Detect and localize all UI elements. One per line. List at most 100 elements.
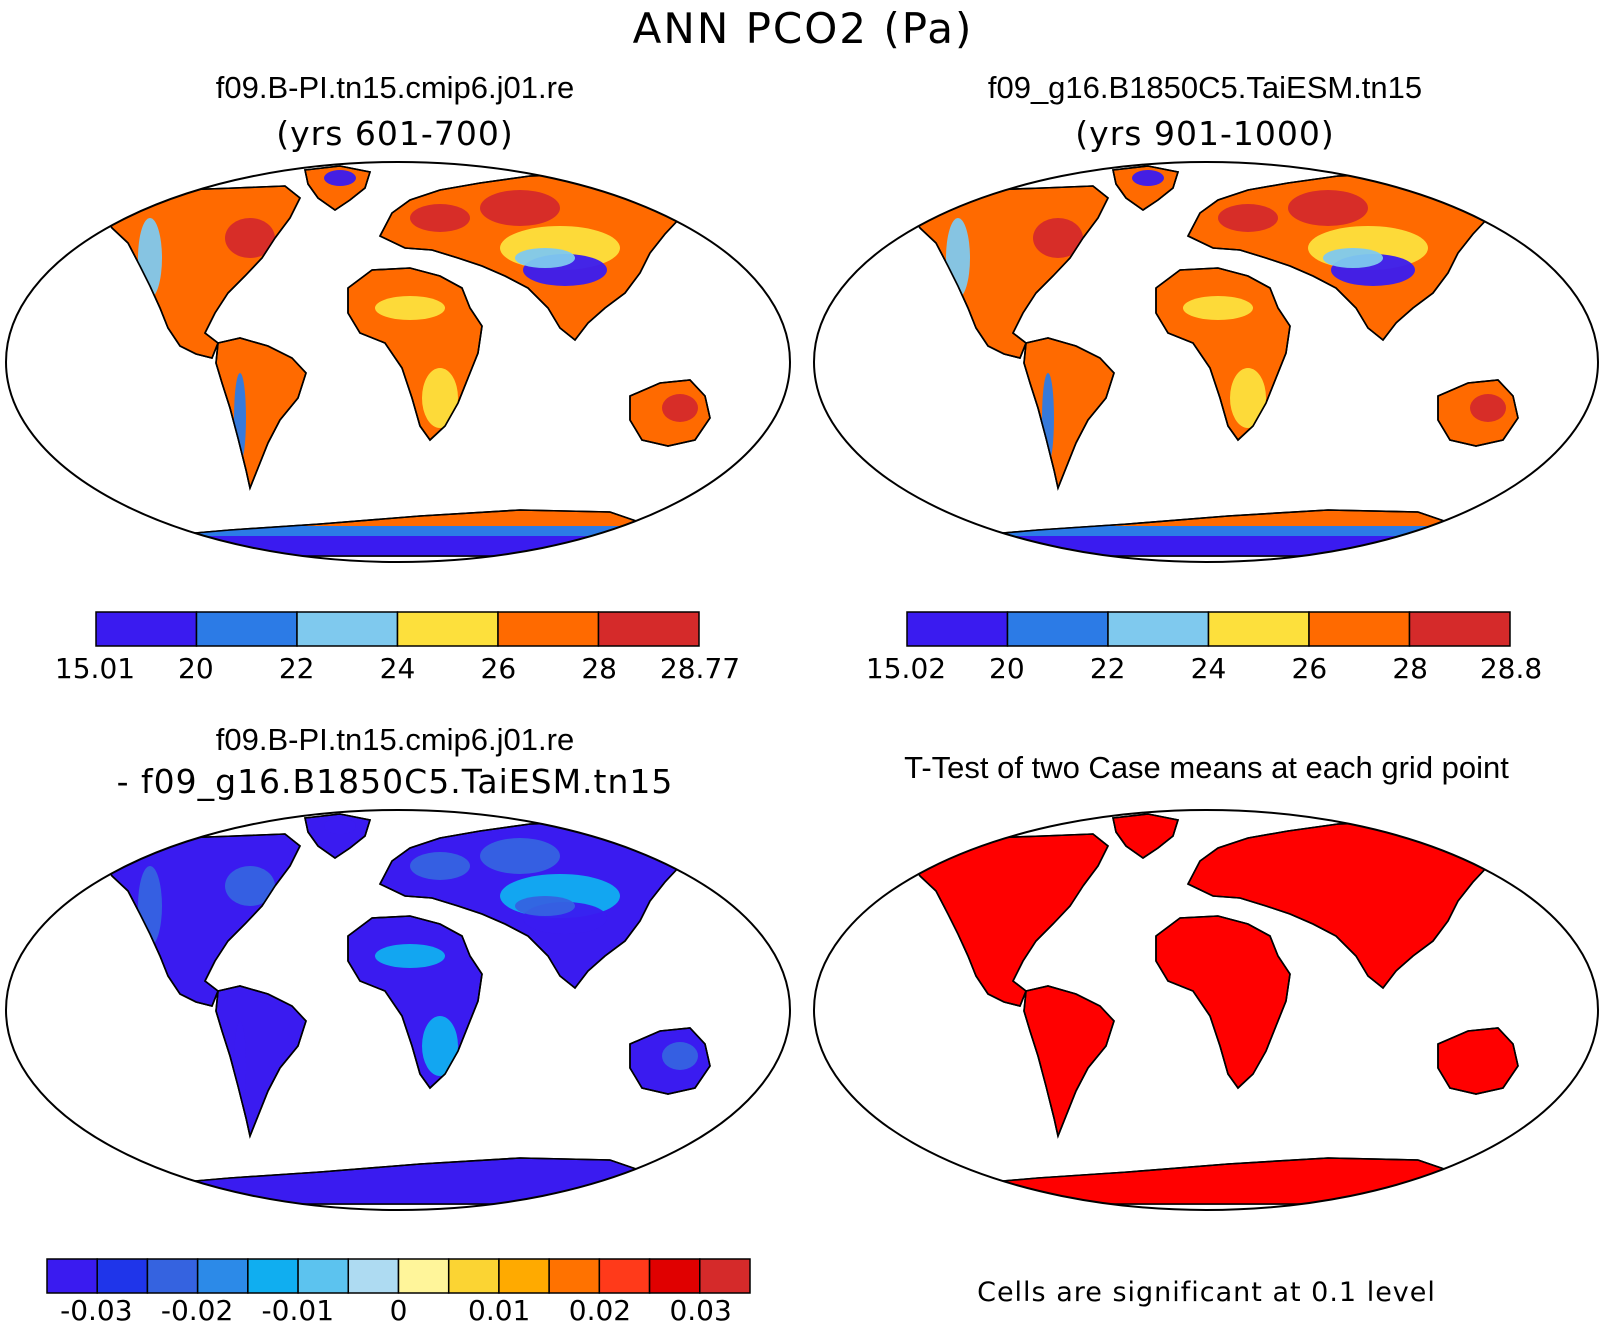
- australia-coastline: [1437, 379, 1519, 447]
- panel2-title: f09_g16.B1850C5.TaiESM.tn15: [987, 70, 1423, 105]
- eastern-na-high-blob: [1033, 866, 1083, 906]
- colorbar-swatch: [906, 611, 1009, 647]
- africa-coastline: [1155, 915, 1291, 1090]
- south-america-land: [1023, 985, 1115, 1139]
- colorbar-tick-label: 24: [379, 652, 416, 685]
- antarctica-coast-field: [150, 526, 660, 536]
- australia-coastline: [1437, 1027, 1519, 1095]
- plateau-low-blob: [1323, 896, 1383, 916]
- antarctica-coast-field: [958, 526, 1468, 536]
- field-layer: [138, 170, 698, 556]
- colorbar-tick-label: 20: [178, 652, 214, 685]
- panel2-colorbar-labels: 15.02 20 22 24 26 28 28.8: [866, 652, 1542, 692]
- eastern-na-high-blob: [1033, 218, 1083, 258]
- siberia-high-blob: [1288, 838, 1368, 874]
- andes-low-blob: [1042, 1021, 1054, 1111]
- colorbar-tick-label: 0.01: [468, 1294, 531, 1327]
- australia-high-blob: [1470, 1042, 1506, 1070]
- eastern-na-high-blob: [225, 866, 275, 906]
- greenland-low-blob: [324, 818, 356, 834]
- colorbar-tick-label: 24: [1190, 652, 1227, 685]
- antarctica-coast-field: [150, 1174, 660, 1184]
- sahara-mid-blob: [375, 944, 445, 968]
- panel3-subtitle: - f09_g16.B1850C5.TaiESM.tn15: [116, 762, 674, 801]
- colorbar-swatch: [347, 1258, 400, 1294]
- greenland-low-blob: [1132, 170, 1164, 186]
- eurasia-coastline: [1186, 173, 1510, 342]
- north-america-land: [906, 185, 1110, 359]
- europe-high-blob: [410, 204, 470, 232]
- africa-land: [347, 915, 483, 1090]
- plateau-low-blob: [1323, 248, 1383, 268]
- greenland-coastline: [304, 165, 372, 211]
- land-layer: [906, 165, 1519, 557]
- siberia-high-blob: [480, 190, 560, 226]
- colorbar-tick-label: 0: [389, 1294, 408, 1327]
- panel1-map: [5, 161, 791, 563]
- europe-high-blob: [1218, 852, 1278, 880]
- colorbar-tick-label: -0.01: [261, 1294, 335, 1327]
- colorbar-swatch: [648, 1258, 701, 1294]
- australia-high-blob: [1470, 394, 1506, 422]
- south-america-coastline: [1023, 337, 1115, 491]
- colorbar-swatch: [195, 611, 298, 647]
- significance-note: Cells are significant at 0.1 level: [977, 1277, 1436, 1308]
- colorbar-tick-label: 15.01: [54, 652, 136, 685]
- southern-africa-mid-blob: [422, 1016, 458, 1076]
- sahara-mid-blob: [375, 296, 445, 320]
- colorbar-swatch: [1207, 611, 1310, 647]
- greenland-low-blob: [324, 170, 356, 186]
- antarctica-coast-field: [958, 1174, 1468, 1184]
- land-layer: [98, 165, 711, 557]
- colorbar-swatch: [1408, 611, 1511, 647]
- africa-coastline: [347, 267, 483, 442]
- southern-africa-mid-blob: [1230, 1016, 1266, 1076]
- eurasia-coastline: [1186, 821, 1510, 990]
- africa-land: [1155, 915, 1291, 1090]
- panel1-title: f09.B-PI.tn15.cmip6.j01.re: [215, 70, 575, 105]
- greenland-coastline: [304, 813, 372, 859]
- south-america-land: [215, 985, 307, 1139]
- map-border: [5, 161, 791, 563]
- andes-low-blob: [234, 373, 246, 463]
- sahara-mid-blob: [1183, 296, 1253, 320]
- panel1-colorbar-labels: 15.01 20 22 24 26 28 28.77: [55, 652, 740, 692]
- colorbar-tick-label: 22: [278, 652, 315, 685]
- colorbar-tick-label: 28.77: [659, 652, 741, 685]
- colorbar-swatch: [95, 611, 198, 647]
- colorbar-swatch: [497, 611, 600, 647]
- colorbar-tick-label: 28: [581, 652, 617, 685]
- colorbar-tick-label: 0.03: [669, 1294, 732, 1327]
- europe-high-blob: [410, 852, 470, 880]
- colorbar-swatch: [1308, 611, 1411, 647]
- africa-coastline: [347, 915, 483, 1090]
- colorbar-tick-label: 28: [1392, 652, 1428, 685]
- colorbar-swatch: [548, 1258, 601, 1294]
- panel1-colorbar: [95, 611, 700, 647]
- colorbar-swatch: [498, 1258, 550, 1294]
- greenland-low-blob: [1132, 818, 1164, 834]
- colorbar-swatch: [296, 611, 399, 647]
- south-america-land: [1023, 337, 1115, 491]
- colorbar-tick-label: 28.8: [1479, 652, 1543, 685]
- africa-coastline: [1155, 267, 1291, 442]
- panel2-map: [813, 161, 1599, 563]
- plateau-low-blob: [515, 896, 575, 916]
- colorbar-swatch: [96, 1258, 149, 1294]
- colorbar-swatch: [447, 1258, 500, 1294]
- siberia-high-blob: [480, 838, 560, 874]
- panel4-title: T-Test of two Case means at each grid po…: [904, 750, 1509, 785]
- eastern-na-high-blob: [225, 218, 275, 258]
- colorbar-swatch: [397, 1258, 450, 1294]
- south-america-coastline: [1023, 985, 1115, 1139]
- colorbar-tick-label: 26: [1291, 652, 1328, 685]
- north-america-land: [906, 833, 1110, 1007]
- andes-low-blob: [234, 1021, 246, 1111]
- panel2-subtitle: (yrs 901-1000): [1075, 114, 1335, 153]
- panel3-colorbar-labels: -0.03 -0.02 -0.01 0 0.01 0.02 0.03: [46, 1294, 751, 1327]
- eurasia-coastline: [378, 821, 702, 990]
- sahara-mid-blob: [1183, 944, 1253, 968]
- australia-high-blob: [662, 394, 698, 422]
- colorbar-swatch: [699, 1258, 751, 1294]
- southern-africa-mid-blob: [422, 368, 458, 428]
